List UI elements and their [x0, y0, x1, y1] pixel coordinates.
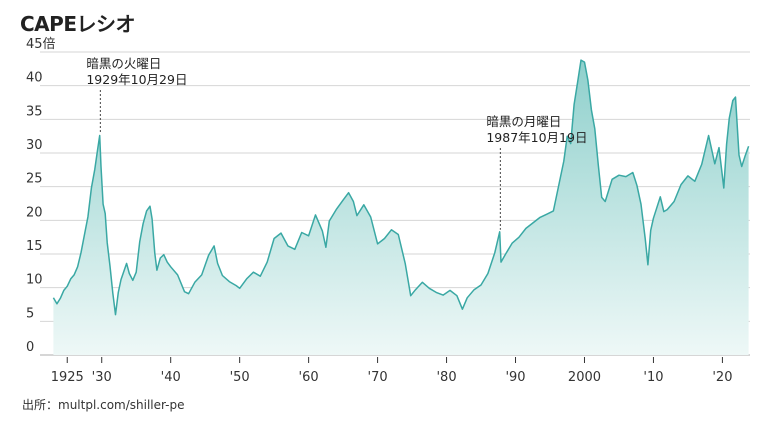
ytick-label-20: 20 — [26, 205, 43, 220]
ytick-label-25: 25 — [26, 172, 43, 187]
ytick-label-30: 30 — [26, 138, 43, 153]
ytick-label-5: 5 — [26, 306, 34, 321]
xtick-label-2020: '20 — [712, 370, 732, 385]
xtick-label-1970: '70 — [368, 370, 388, 385]
ytick-label-10: 10 — [26, 273, 43, 288]
cape-line — [52, 59, 750, 316]
cape-area — [53, 60, 749, 355]
ytick-label-0: 0 — [26, 340, 34, 355]
xtick-label-1990: '90 — [505, 370, 525, 385]
chart-title: CAPEレシオ — [20, 12, 135, 36]
xtick-label-1980: '80 — [436, 370, 456, 385]
axis-layer: 0 5 10 15 20 25 30 35 40 45倍 1925 '30 '40 '50 '60 '70 '8… — [26, 37, 732, 385]
xtick-label-1950: '50 — [230, 370, 250, 385]
source-note: 出所：multpl.com/shiller-pe — [22, 398, 185, 412]
annotation-title-1: 暗黒の火曜日 — [86, 56, 161, 71]
ytick-label-15: 15 — [26, 239, 43, 254]
ytick-label-35: 35 — [26, 104, 43, 119]
xtick-label-1960: '60 — [299, 370, 319, 385]
annotation-title-2: 暗黒の月曜日 — [486, 114, 561, 129]
xtick-label-2000: 2000 — [568, 370, 601, 385]
ytick-label-40: 40 — [26, 71, 43, 86]
annotation-date-1: 1929年10月29日 — [86, 72, 187, 87]
xtick-label-1925: 1925 — [51, 370, 84, 385]
xtick-label-1940: '40 — [161, 370, 181, 385]
ytick-label-45: 45倍 — [26, 37, 56, 52]
annotation-date-2: 1987年10月19日 — [486, 130, 587, 145]
xtick-label-2010: '10 — [643, 370, 663, 385]
xtick-label-1930: '30 — [92, 370, 112, 385]
